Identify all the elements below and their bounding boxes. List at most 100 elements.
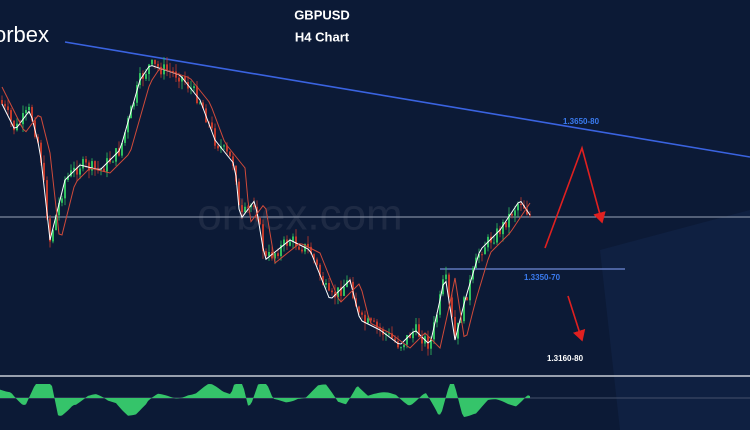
candle-body (214, 128, 216, 146)
bg-shape (600, 210, 750, 430)
candle-body (55, 215, 57, 231)
candle-body (247, 206, 249, 208)
candle-body (328, 283, 330, 291)
candle-body (145, 74, 147, 79)
candle-body (106, 158, 108, 172)
candle-body (91, 161, 93, 171)
candle-body (319, 264, 321, 276)
candle-body (283, 239, 285, 245)
candle-body (136, 85, 138, 103)
candle-body (202, 102, 204, 109)
trend-line (64, 41, 750, 158)
candle-body (397, 341, 399, 348)
candle-body (82, 159, 84, 169)
candle-body (316, 259, 318, 265)
candle-body (226, 145, 228, 152)
candles (1, 57, 531, 356)
candle-body (367, 318, 369, 323)
candle-body (196, 86, 198, 104)
candle-body (460, 321, 462, 323)
candle-body (361, 312, 363, 315)
candle-body (313, 254, 315, 260)
candle-body (172, 71, 174, 73)
candle-body (277, 253, 279, 257)
candle-body (529, 214, 531, 216)
candle-body (409, 334, 411, 339)
candle-body (37, 136, 39, 143)
candle-body (322, 275, 324, 285)
candle-body (433, 322, 435, 340)
candle-body (103, 168, 105, 172)
candle-body (46, 180, 48, 219)
candle-body (49, 218, 51, 242)
candle-body (127, 118, 129, 133)
candle-body (430, 339, 432, 349)
candle-body (496, 228, 498, 243)
candle-body (58, 202, 60, 216)
candle-body (436, 314, 438, 323)
candle-body (232, 156, 234, 166)
candle-body (289, 241, 291, 246)
candle-body (28, 106, 30, 111)
candle-body (481, 254, 483, 256)
candle-body (439, 294, 441, 315)
candle-body (97, 167, 99, 169)
candle-body (79, 168, 81, 175)
candle-body (469, 279, 471, 301)
candle-body (94, 161, 96, 168)
candle-body (271, 252, 273, 259)
candle-body (373, 320, 375, 322)
candle-body (280, 244, 282, 257)
candle-body (25, 110, 27, 114)
candle-body (85, 159, 87, 163)
candle-body (394, 338, 396, 342)
candle-body (307, 243, 309, 247)
candle-body (157, 63, 159, 67)
candle-body (493, 242, 495, 244)
candle-body (217, 145, 219, 149)
candle-body (211, 122, 213, 129)
candle-body (124, 132, 126, 143)
candle-body (262, 224, 264, 252)
level-label: 1.3350-70 (524, 273, 561, 282)
candle-body (466, 297, 468, 301)
candle-body (73, 167, 75, 171)
candle-body (250, 205, 252, 208)
candle-body (139, 73, 141, 86)
candle-body (310, 246, 312, 255)
candle-body (292, 236, 294, 242)
candle-body (514, 210, 516, 216)
candle-body (448, 274, 450, 298)
oscillator (0, 384, 530, 417)
candle-body (244, 206, 246, 213)
candle-body (364, 314, 366, 323)
candle-body (502, 221, 504, 235)
candle-body (76, 167, 78, 175)
candle-body (166, 64, 168, 71)
candle-body (175, 71, 177, 78)
candle-body (13, 120, 15, 131)
candle-body (406, 334, 408, 345)
candle-body (40, 142, 42, 163)
candle-body (181, 76, 183, 82)
candle-body (445, 274, 447, 280)
candle-body (118, 148, 120, 156)
candle-body (298, 246, 300, 250)
candle-body (478, 254, 480, 258)
candle-body (259, 218, 261, 225)
candle-body (229, 151, 231, 157)
candle-body (508, 213, 510, 228)
candle-body (112, 161, 114, 163)
candle-body (160, 66, 162, 75)
candle-body (133, 102, 135, 107)
candle-body (511, 213, 513, 216)
candle-body (358, 306, 360, 313)
title: GBPUSD (294, 7, 350, 22)
candle-body (184, 76, 186, 83)
candle-body (31, 106, 33, 121)
candle-body (7, 106, 9, 111)
candle-body (154, 59, 156, 64)
candle-body (457, 322, 459, 339)
watermark: orbex.com (197, 191, 402, 240)
